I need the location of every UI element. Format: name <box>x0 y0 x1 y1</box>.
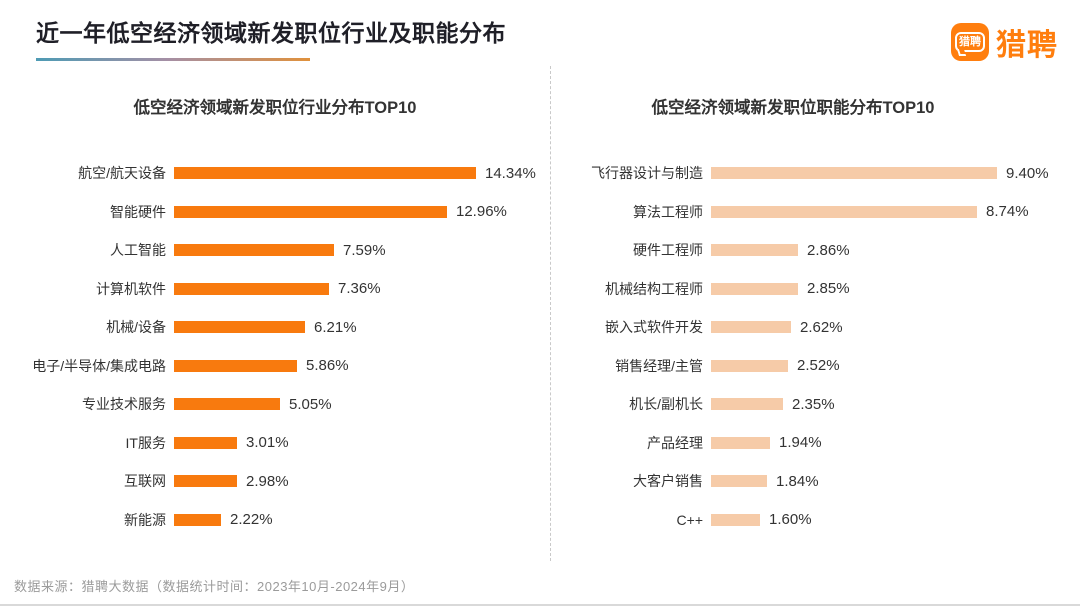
chart-row: 产品经理 1.94% <box>551 424 1080 463</box>
bar <box>174 205 447 218</box>
value-label: 1.84% <box>776 472 819 490</box>
bar <box>711 513 760 526</box>
value-label: 2.62% <box>800 318 843 336</box>
bar <box>174 475 237 488</box>
speech-bubble-icon: 猎聘 <box>955 32 985 52</box>
value-label: 2.86% <box>807 241 850 259</box>
bar <box>711 205 977 218</box>
bar <box>711 244 798 257</box>
chart-row: 互联网 2.98% <box>0 462 550 501</box>
bar <box>711 436 770 449</box>
title-block: 近一年低空经济领域新发职位行业及职能分布 <box>36 18 506 61</box>
chart-row: 电子/半导体/集成电路 5.86% <box>0 347 550 386</box>
bar <box>711 359 788 372</box>
chart-row: 智能硬件 12.96% <box>0 193 550 232</box>
bar <box>174 513 221 526</box>
chart-row: 嵌入式软件开发 2.62% <box>551 308 1080 347</box>
chart-row: 机械/设备 6.21% <box>0 308 550 347</box>
bar <box>711 475 767 488</box>
value-label: 14.34% <box>485 164 536 182</box>
data-source-note: 数据来源：猎聘大数据（数据统计时间：2023年10月-2024年9月） <box>14 579 415 594</box>
industry-chart-rows: 航空/航天设备 14.34% 智能硬件 12.96% 人工智能 7.59% 计算机软件 7.3… <box>0 154 550 539</box>
category-label: 机械结构工程师 <box>605 280 703 297</box>
title-underline <box>36 58 310 61</box>
bar <box>174 244 334 257</box>
bar <box>711 321 791 334</box>
category-label: 人工智能 <box>110 242 166 259</box>
category-label: 飞行器设计与制造 <box>591 165 703 182</box>
header: 近一年低空经济领域新发职位行业及职能分布 猎聘 猎聘 <box>0 0 1080 66</box>
liepin-logo: 猎聘 猎聘 <box>951 20 1058 64</box>
value-label: 9.40% <box>1006 164 1049 182</box>
value-label: 1.60% <box>769 511 812 529</box>
bar <box>711 398 783 411</box>
bar <box>711 282 798 295</box>
value-label: 2.85% <box>807 280 850 298</box>
category-label: 电子/半导体/集成电路 <box>32 357 166 374</box>
category-label: 新能源 <box>124 511 166 528</box>
value-label: 2.22% <box>230 511 273 529</box>
value-label: 8.74% <box>986 203 1029 221</box>
chart-row: 销售经理/主管 2.52% <box>551 347 1080 386</box>
chart-row: 人工智能 7.59% <box>0 231 550 270</box>
function-chart-rows: 飞行器设计与制造 9.40% 算法工程师 8.74% 硬件工程师 2.86% 机械结构工程师… <box>551 154 1080 539</box>
value-label: 5.05% <box>289 395 332 413</box>
value-label: 2.98% <box>246 472 289 490</box>
footer: 数据来源：猎聘大数据（数据统计时间：2023年10月-2024年9月） <box>14 576 414 595</box>
liepin-logo-text: 猎聘 <box>996 29 1058 62</box>
chart-row: 新能源 2.22% <box>0 501 550 540</box>
industry-chart-title: 低空经济领域新发职位行业分布TOP10 <box>133 99 417 117</box>
category-label: 机长/副机长 <box>629 396 703 413</box>
category-label: IT服务 <box>125 434 166 451</box>
category-label: 嵌入式软件开发 <box>605 319 703 336</box>
chart-row: C++ 1.60% <box>551 501 1080 540</box>
category-label: 产品经理 <box>647 434 703 451</box>
bar <box>174 167 476 180</box>
category-label: 销售经理/主管 <box>615 357 703 374</box>
category-label: C++ <box>676 511 703 528</box>
bar <box>174 436 237 449</box>
value-label: 2.52% <box>797 357 840 375</box>
category-label: 航空/航天设备 <box>78 165 166 182</box>
category-label: 互联网 <box>124 473 166 490</box>
chart-row: 专业技术服务 5.05% <box>0 385 550 424</box>
charts-area: 低空经济领域新发职位行业分布TOP10 航空/航天设备 14.34% 智能硬件 12.… <box>0 66 1080 561</box>
category-label: 大客户销售 <box>633 473 703 490</box>
category-label: 计算机软件 <box>96 280 166 297</box>
chart-row: 计算机软件 7.36% <box>0 270 550 309</box>
category-label: 专业技术服务 <box>82 396 166 413</box>
value-label: 5.86% <box>306 357 349 375</box>
category-label: 算法工程师 <box>633 203 703 220</box>
function-chart-title: 低空经济领域新发职位职能分布TOP10 <box>651 99 935 117</box>
chart-row: 航空/航天设备 14.34% <box>0 154 550 193</box>
chart-row: 大客户销售 1.84% <box>551 462 1080 501</box>
bar <box>174 321 305 334</box>
value-label: 7.59% <box>343 241 386 259</box>
value-label: 6.21% <box>314 318 357 336</box>
chart-row: 机械结构工程师 2.85% <box>551 270 1080 309</box>
value-label: 2.35% <box>792 395 835 413</box>
bar <box>174 398 280 411</box>
value-label: 7.36% <box>338 280 381 298</box>
industry-distribution-chart: 低空经济领域新发职位行业分布TOP10 航空/航天设备 14.34% 智能硬件 12.… <box>0 66 551 561</box>
bar <box>174 282 329 295</box>
chart-row: 硬件工程师 2.86% <box>551 231 1080 270</box>
chart-row: 飞行器设计与制造 9.40% <box>551 154 1080 193</box>
chart-row: 算法工程师 8.74% <box>551 193 1080 232</box>
bar <box>174 359 297 372</box>
value-label: 12.96% <box>456 203 507 221</box>
function-distribution-chart: 低空经济领域新发职位职能分布TOP10 飞行器设计与制造 9.40% 算法工程师 8.… <box>551 66 1080 561</box>
bar <box>711 167 997 180</box>
value-label: 3.01% <box>246 434 289 452</box>
liepin-logo-icon: 猎聘 <box>951 23 989 61</box>
category-label: 硬件工程师 <box>633 242 703 259</box>
chart-row: IT服务 3.01% <box>0 424 550 463</box>
page-title: 近一年低空经济领域新发职位行业及职能分布 <box>36 20 506 46</box>
category-label: 智能硬件 <box>110 203 166 220</box>
category-label: 机械/设备 <box>106 319 166 336</box>
chart-row: 机长/副机长 2.35% <box>551 385 1080 424</box>
value-label: 1.94% <box>779 434 822 452</box>
